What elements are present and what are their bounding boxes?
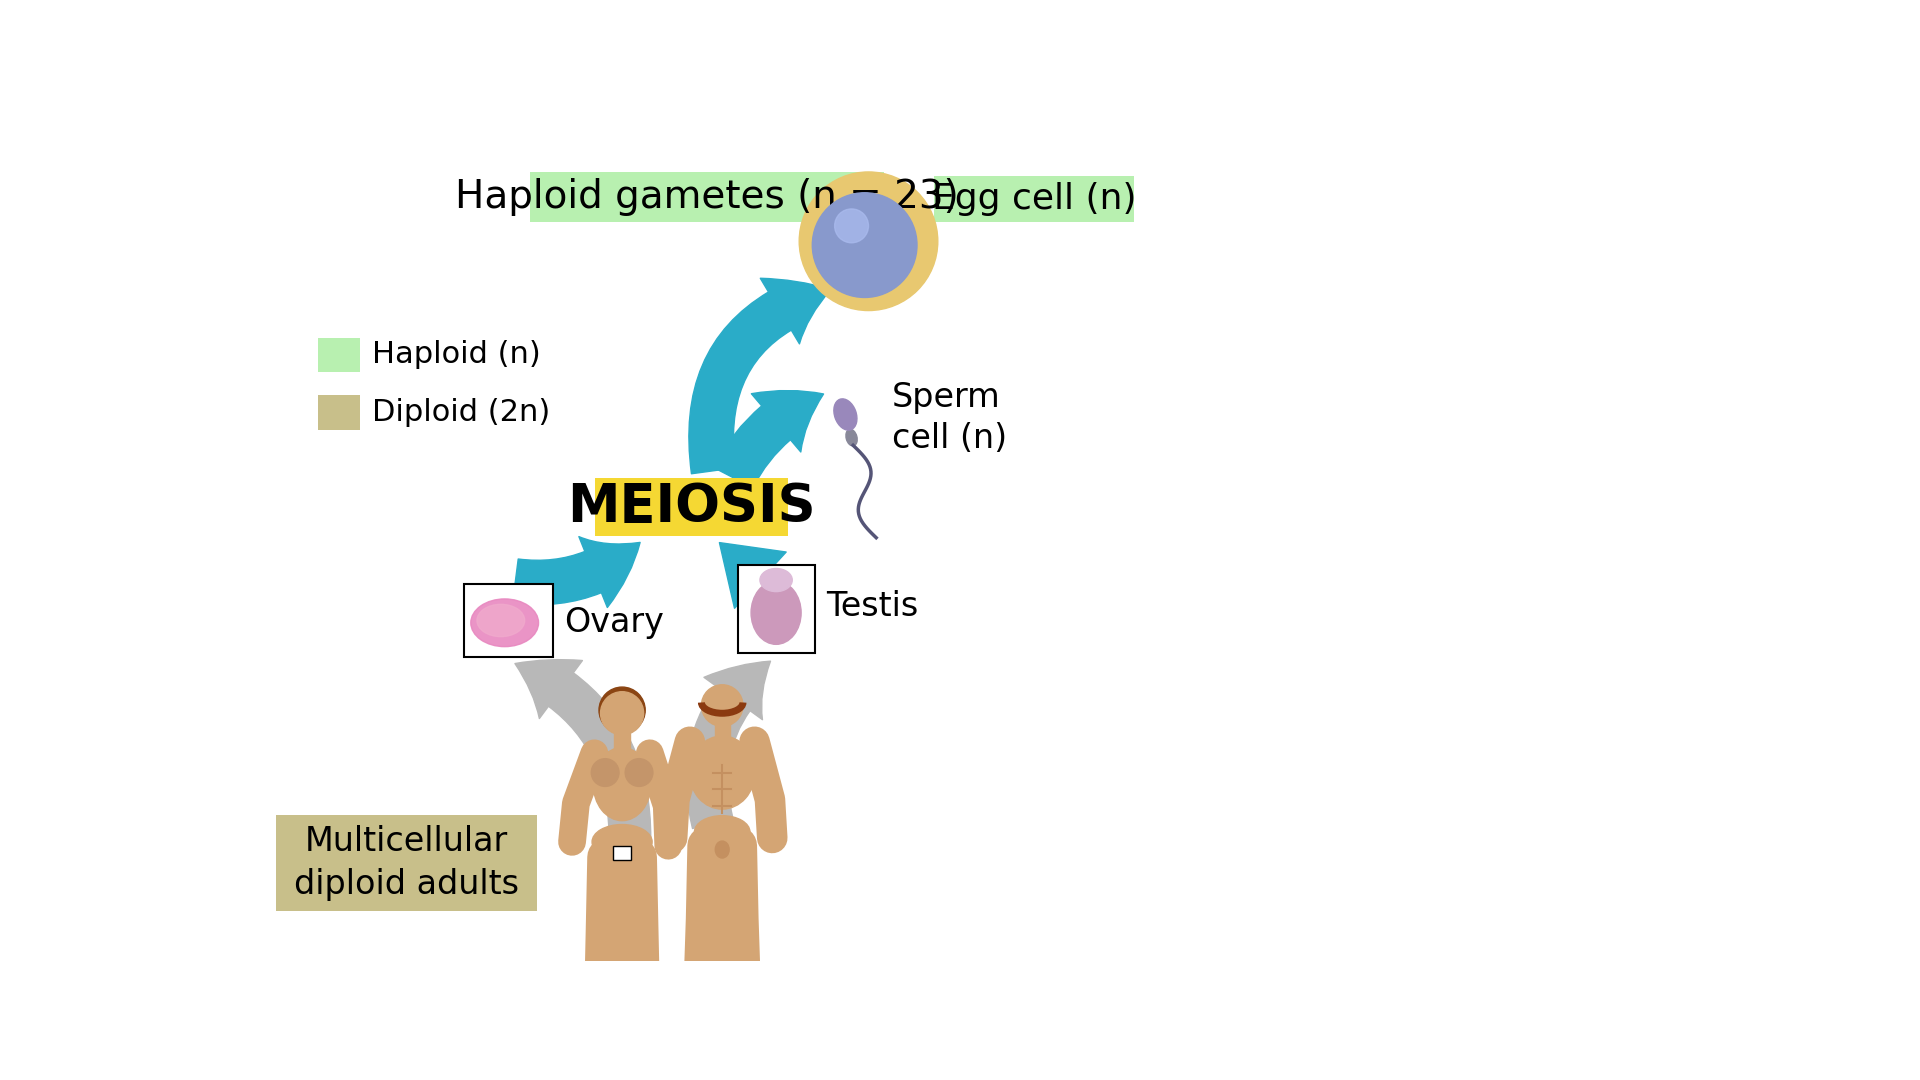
Circle shape	[591, 758, 618, 786]
Ellipse shape	[760, 568, 793, 592]
FancyArrowPatch shape	[712, 391, 824, 488]
Bar	[714, 724, 730, 741]
Circle shape	[812, 192, 918, 297]
Ellipse shape	[593, 747, 651, 821]
Circle shape	[626, 758, 653, 786]
Bar	[595, 478, 787, 536]
Text: Haploid (n): Haploid (n)	[372, 340, 541, 369]
Text: Ovary: Ovary	[564, 606, 664, 639]
Bar	[737, 565, 814, 653]
Text: Multicellular
diploid adults: Multicellular diploid adults	[294, 825, 518, 901]
Circle shape	[601, 691, 643, 734]
Ellipse shape	[847, 430, 856, 446]
Bar	[465, 584, 553, 657]
Ellipse shape	[751, 581, 801, 645]
Text: Sperm
cell (n): Sperm cell (n)	[891, 381, 1006, 456]
Bar	[614, 732, 630, 751]
Circle shape	[605, 697, 639, 730]
Ellipse shape	[695, 815, 751, 848]
FancyArrowPatch shape	[685, 661, 770, 828]
FancyArrowPatch shape	[689, 279, 831, 474]
Bar	[612, 846, 632, 860]
Bar	[530, 172, 883, 222]
Ellipse shape	[689, 735, 755, 809]
Circle shape	[599, 687, 645, 733]
Ellipse shape	[470, 599, 538, 647]
Ellipse shape	[591, 824, 653, 860]
Circle shape	[701, 685, 743, 727]
Bar	[319, 337, 361, 373]
Text: Testis: Testis	[826, 591, 918, 623]
Text: Egg cell (n): Egg cell (n)	[931, 181, 1137, 216]
FancyArrowPatch shape	[720, 542, 785, 608]
Ellipse shape	[476, 605, 524, 636]
Bar	[933, 176, 1135, 222]
Ellipse shape	[716, 841, 730, 858]
Circle shape	[835, 208, 868, 243]
Text: Haploid gametes (n = 23): Haploid gametes (n = 23)	[455, 178, 958, 216]
Circle shape	[799, 172, 937, 311]
FancyArrowPatch shape	[515, 660, 651, 839]
FancyArrowPatch shape	[513, 537, 639, 608]
Text: Diploid (2n): Diploid (2n)	[372, 397, 551, 427]
Text: MEIOSIS: MEIOSIS	[566, 481, 816, 532]
Bar	[319, 395, 361, 430]
Ellipse shape	[833, 399, 856, 430]
Bar	[276, 815, 538, 912]
